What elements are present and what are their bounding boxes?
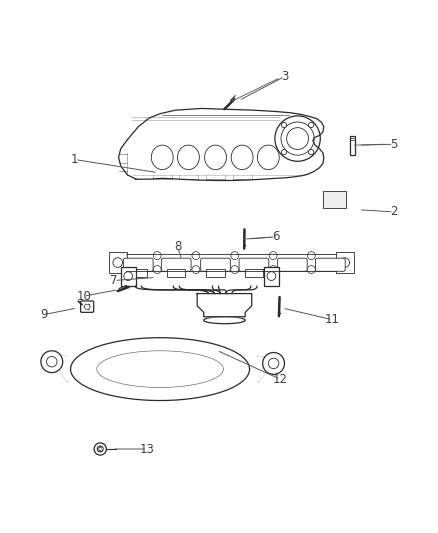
FancyBboxPatch shape bbox=[336, 252, 354, 273]
Polygon shape bbox=[135, 286, 215, 294]
FancyBboxPatch shape bbox=[323, 191, 346, 208]
Circle shape bbox=[268, 358, 279, 369]
Circle shape bbox=[307, 252, 315, 260]
FancyBboxPatch shape bbox=[264, 266, 279, 286]
Circle shape bbox=[269, 252, 277, 260]
FancyBboxPatch shape bbox=[239, 258, 269, 271]
Circle shape bbox=[308, 123, 314, 127]
Text: 5: 5 bbox=[390, 138, 397, 151]
FancyBboxPatch shape bbox=[129, 269, 148, 277]
Circle shape bbox=[97, 446, 103, 452]
FancyBboxPatch shape bbox=[350, 135, 355, 155]
Text: 7: 7 bbox=[110, 274, 118, 287]
Text: 3: 3 bbox=[281, 70, 288, 83]
Circle shape bbox=[231, 252, 239, 260]
FancyBboxPatch shape bbox=[206, 269, 225, 277]
Circle shape bbox=[201, 365, 209, 374]
Text: 1: 1 bbox=[71, 153, 79, 166]
Polygon shape bbox=[57, 356, 67, 382]
Text: 9: 9 bbox=[41, 308, 48, 321]
Polygon shape bbox=[226, 286, 257, 294]
Circle shape bbox=[192, 252, 200, 260]
Circle shape bbox=[46, 357, 57, 367]
Text: 12: 12 bbox=[272, 373, 288, 386]
Circle shape bbox=[308, 150, 314, 155]
Polygon shape bbox=[212, 286, 226, 294]
Polygon shape bbox=[71, 338, 250, 400]
Polygon shape bbox=[258, 357, 268, 382]
Circle shape bbox=[231, 265, 239, 273]
Text: 11: 11 bbox=[325, 313, 340, 326]
Circle shape bbox=[41, 351, 63, 373]
Circle shape bbox=[192, 265, 200, 273]
FancyBboxPatch shape bbox=[161, 258, 191, 271]
Circle shape bbox=[153, 252, 161, 260]
FancyBboxPatch shape bbox=[201, 258, 230, 271]
Polygon shape bbox=[197, 294, 252, 317]
Circle shape bbox=[281, 123, 286, 127]
Circle shape bbox=[307, 265, 315, 273]
FancyBboxPatch shape bbox=[124, 258, 153, 271]
FancyBboxPatch shape bbox=[81, 301, 94, 312]
FancyBboxPatch shape bbox=[109, 252, 127, 273]
Polygon shape bbox=[173, 286, 220, 294]
Circle shape bbox=[153, 265, 161, 273]
Circle shape bbox=[269, 265, 277, 273]
FancyBboxPatch shape bbox=[167, 269, 185, 277]
Circle shape bbox=[124, 272, 133, 280]
Circle shape bbox=[113, 258, 123, 268]
Text: 13: 13 bbox=[140, 442, 155, 456]
Text: 2: 2 bbox=[390, 205, 397, 219]
Circle shape bbox=[155, 381, 164, 389]
FancyBboxPatch shape bbox=[278, 258, 307, 271]
Ellipse shape bbox=[204, 317, 245, 324]
Text: 6: 6 bbox=[272, 230, 279, 243]
Circle shape bbox=[340, 258, 350, 268]
FancyBboxPatch shape bbox=[245, 269, 263, 277]
Circle shape bbox=[267, 272, 276, 280]
Circle shape bbox=[111, 365, 120, 374]
FancyBboxPatch shape bbox=[315, 258, 345, 271]
FancyBboxPatch shape bbox=[121, 266, 136, 286]
Circle shape bbox=[263, 352, 285, 374]
Text: 10: 10 bbox=[76, 290, 91, 303]
Circle shape bbox=[94, 443, 106, 455]
Text: 8: 8 bbox=[174, 240, 181, 253]
Circle shape bbox=[281, 150, 286, 155]
